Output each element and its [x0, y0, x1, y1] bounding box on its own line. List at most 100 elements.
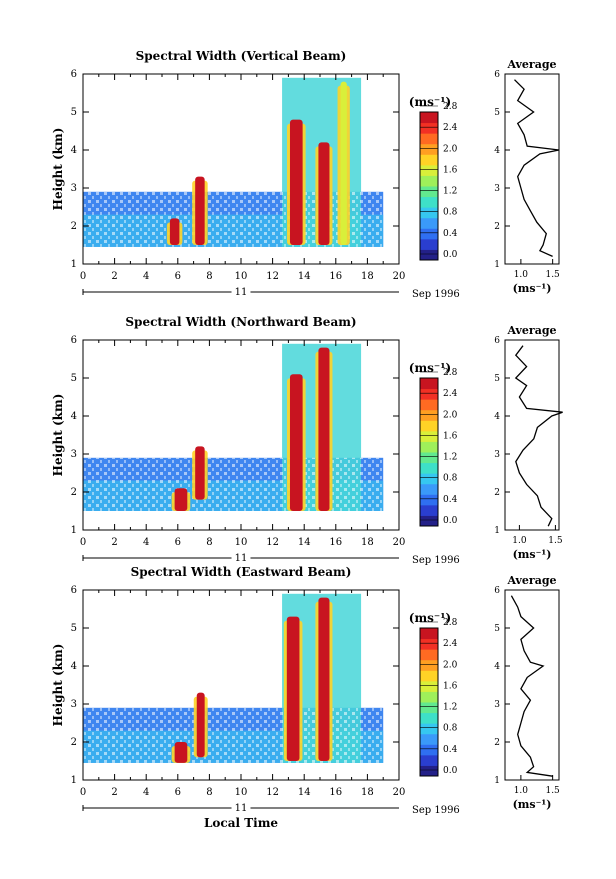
colorbar-segment — [420, 744, 438, 756]
x-tick-label: 20 — [393, 271, 406, 282]
average-y-tick-label: 2 — [494, 488, 500, 498]
colorbar-tick-label: 2.0 — [443, 660, 458, 670]
average-x-label: (ms⁻¹) — [513, 282, 552, 295]
colorbar-segment — [420, 473, 438, 485]
colorbar-segment — [420, 186, 438, 198]
average-y-tick-label: 5 — [494, 108, 500, 118]
heatmap-band-0 — [174, 488, 188, 511]
x-tick-label: 16 — [329, 271, 342, 282]
average-title: Average — [506, 574, 556, 587]
colorbar-tick-label: 2.4 — [443, 639, 458, 649]
average-y-tick-label: 3 — [494, 700, 500, 710]
x-tick-label: 8 — [206, 537, 212, 548]
colorbar-segment — [420, 409, 438, 421]
colorbar-segment — [420, 207, 438, 219]
colorbar-segment — [420, 378, 438, 390]
colorbar-tick-label: 0.8 — [443, 474, 458, 484]
y-tick-label: 4 — [71, 145, 77, 156]
colorbar-tick-label: 0.4 — [443, 745, 458, 755]
x-tick-label: 12 — [266, 271, 279, 282]
colorbar-segment — [420, 754, 438, 766]
colorbar-segment — [420, 164, 438, 176]
heatmap-band-1 — [195, 176, 205, 245]
heatmap-band-0 — [169, 218, 180, 245]
heatmap-band-2 — [289, 119, 303, 245]
colorbar-tick-label: 1.2 — [443, 187, 457, 197]
heatmap-speckle — [83, 457, 384, 511]
colorbar-segment — [420, 462, 438, 474]
date-day-label: 11 — [235, 287, 248, 298]
colorbar-segment — [420, 143, 438, 155]
x-axis-label: Local Time — [204, 816, 278, 830]
y-tick-label: 6 — [71, 335, 77, 346]
average-profile-line — [510, 595, 553, 777]
x-tick-label: 0 — [80, 537, 86, 548]
y-tick-label: 4 — [71, 411, 77, 422]
average-y-tick-label: 1 — [494, 526, 500, 536]
colorbar-tick-label: 2.8 — [443, 368, 458, 378]
y-tick-label: 3 — [71, 183, 77, 194]
colorbar-tick-label: 2.4 — [443, 389, 458, 399]
y-axis-label: Height (km) — [51, 644, 65, 727]
heatmap-band-4 — [340, 81, 347, 245]
x-tick-label: 2 — [111, 787, 117, 798]
x-tick-label: 10 — [235, 537, 248, 548]
x-tick-label: 20 — [393, 787, 406, 798]
heatmap-band-3 — [318, 597, 330, 761]
heatmap-band-3 — [318, 142, 330, 245]
average-y-tick-label: 3 — [494, 450, 500, 460]
y-tick-label: 1 — [71, 259, 77, 270]
colorbar-segment — [420, 196, 438, 208]
average-x-tick-label: 1.0 — [512, 536, 527, 546]
colorbar-segment — [420, 723, 438, 735]
average-title: Average — [506, 58, 556, 71]
average-x-label: (ms⁻¹) — [513, 798, 552, 811]
colorbar-segment — [420, 702, 438, 714]
heatmap-band-1 — [195, 446, 205, 500]
colorbar-segment — [420, 399, 438, 411]
colorbar-segment — [420, 133, 438, 145]
x-tick-label: 18 — [361, 787, 374, 798]
y-tick-label: 3 — [71, 699, 77, 710]
x-tick-label: 4 — [143, 787, 149, 798]
average-y-tick-label: 2 — [494, 738, 500, 748]
colorbar-unit-label: (ms⁻¹) — [409, 611, 451, 625]
colorbar-segment — [420, 217, 438, 229]
y-tick-label: 6 — [71, 69, 77, 80]
average-y-tick-label: 4 — [494, 662, 500, 672]
x-tick-label: 8 — [206, 787, 212, 798]
panel-title: Spectral Width (Vertical Beam) — [136, 49, 347, 63]
colorbar-segment — [420, 175, 438, 187]
average-plot-frame — [504, 339, 560, 531]
x-tick-label: 2 — [111, 537, 117, 548]
date-month-year-label: Sep 1996 — [412, 805, 460, 816]
y-tick-label: 2 — [71, 737, 77, 748]
average-y-tick-label: 5 — [494, 624, 500, 634]
x-tick-label: 2 — [111, 271, 117, 282]
heatmap-band-2 — [286, 616, 300, 761]
date-day-label: 11 — [235, 803, 248, 814]
colorbar-segment — [420, 112, 438, 124]
colorbar-tick-label: 0.4 — [443, 229, 458, 239]
date-axis-gap — [231, 801, 251, 813]
colorbar-tick-label: 2.4 — [443, 123, 458, 133]
panel-title: Spectral Width (Eastward Beam) — [131, 565, 352, 579]
x-tick-label: 18 — [361, 537, 374, 548]
date-axis-gap — [231, 551, 251, 563]
date-month-year-label: Sep 1996 — [412, 289, 460, 300]
x-tick-label: 10 — [235, 271, 248, 282]
colorbar-tick-label: 2.0 — [443, 410, 458, 420]
y-tick-label: 5 — [71, 107, 77, 118]
x-tick-label: 4 — [143, 537, 149, 548]
average-title: Average — [506, 324, 556, 337]
average-y-tick-label: 3 — [494, 184, 500, 194]
colorbar-tick-label: 0.8 — [443, 724, 458, 734]
colorbar-segment — [420, 441, 438, 453]
y-tick-label: 1 — [71, 525, 77, 536]
colorbar-segment — [420, 638, 438, 650]
colorbar-segment — [420, 680, 438, 692]
x-tick-label: 14 — [298, 787, 311, 798]
colorbar-frame — [419, 377, 439, 527]
